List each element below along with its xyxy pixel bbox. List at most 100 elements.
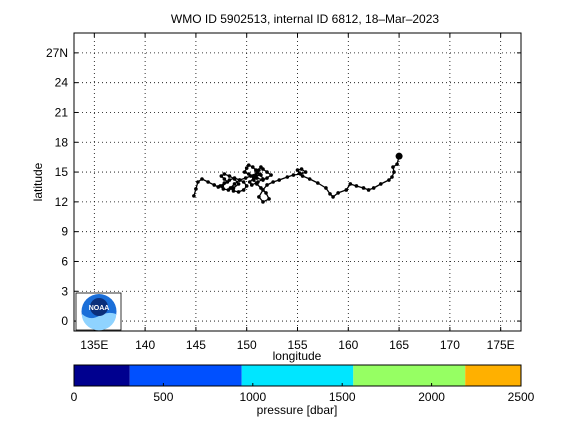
trajectory-point [241, 188, 246, 192]
trajectory-point [379, 182, 383, 186]
trajectory-point [251, 165, 255, 169]
colorbar-segment [241, 365, 354, 386]
chart-title: WMO ID 5902513, internal ID 6812, 18–Mar… [171, 12, 439, 26]
trajectory-point [236, 182, 241, 186]
noaa-logo: NOAA [75, 292, 122, 331]
trajectory-point [221, 187, 226, 191]
trajectory-point [231, 186, 236, 190]
x-tick-label: 175E [487, 338, 515, 352]
trajectory-point [258, 172, 262, 176]
trajectory-point [220, 184, 225, 188]
y-tick-label: 15 [55, 165, 69, 179]
trajectory-point [259, 165, 263, 169]
y-axis-label: latitude [31, 162, 45, 201]
trajectory-point [267, 197, 271, 201]
trajectory-point [222, 177, 227, 181]
trajectory-point [227, 174, 232, 178]
trajectory-point [391, 165, 395, 169]
colorbar-tick-label: 500 [153, 390, 173, 404]
colorbar-segment [129, 365, 242, 386]
trajectory-point [261, 178, 265, 182]
trajectory-point [246, 163, 251, 167]
x-tick-label: 150 [237, 338, 257, 352]
trajectory-point [366, 188, 371, 192]
trajectory-point [361, 186, 366, 190]
x-tick-label: 160 [338, 338, 358, 352]
trajectory-point [257, 168, 261, 172]
trajectory-point [265, 183, 269, 187]
last-position-marker [395, 152, 403, 160]
trajectory-point [255, 176, 259, 180]
trajectory-point [192, 194, 196, 198]
trajectory-point [336, 191, 340, 195]
trajectory-point [390, 175, 394, 179]
y-tick-label: 18 [55, 135, 69, 149]
colorbar-ticks: 0 500 1000 1500 2000 2500 [71, 383, 535, 404]
trajectory-point [291, 173, 296, 177]
x-tick-label: 140 [135, 338, 155, 352]
x-tick-label: 155 [287, 338, 307, 352]
trajectory-point [222, 181, 227, 185]
y-tick-label: 27N [46, 46, 68, 60]
trajectory-point [257, 195, 261, 199]
trajectory-point [237, 178, 242, 182]
colorbar-tick-label: 2000 [418, 390, 445, 404]
trajectory-point [392, 170, 396, 174]
colorbar-tick-label: 2500 [508, 390, 535, 404]
trajectory-point [387, 178, 391, 182]
trajectory-point [242, 170, 247, 174]
trajectory-point [231, 189, 236, 193]
trajectory-point [226, 188, 231, 192]
trajectory-point [232, 182, 237, 186]
trajectory-point [225, 180, 230, 184]
trajectory-point [307, 177, 312, 181]
trajectory-point [259, 186, 263, 190]
trajectory-point [265, 170, 269, 174]
logo-text: NOAA [89, 305, 110, 312]
trajectory-point [244, 184, 249, 188]
trajectory-point [196, 180, 200, 184]
trajectory-point [200, 177, 204, 181]
trajectory-point [344, 188, 349, 192]
trajectory-point [232, 177, 237, 181]
trajectory-point [285, 175, 290, 179]
grid-lines [74, 33, 521, 331]
trajectory-point [236, 190, 241, 194]
trajectory-point [298, 172, 303, 176]
trajectory-point [249, 183, 254, 187]
trajectory-point [299, 167, 304, 171]
trajectory-point [295, 168, 300, 172]
colorbar-frame [73, 364, 522, 387]
trajectory-point [248, 174, 253, 178]
y-tick-label: 0 [61, 314, 68, 328]
y-tick-label: 12 [55, 195, 69, 209]
trajectory-point [254, 168, 258, 172]
trajectory-point [265, 176, 269, 180]
trajectory-point [219, 174, 224, 178]
x-axis-label: longitude [273, 349, 322, 363]
logo-wave [82, 312, 116, 331]
trajectory-point [264, 191, 268, 195]
colorbar-label: pressure [dbar] [257, 403, 338, 417]
x-tick-label: 135E [80, 338, 108, 352]
trajectory-point [256, 180, 260, 184]
x-tick-label: 145 [186, 338, 206, 352]
y-tick-label: 9 [61, 225, 68, 239]
colorbar: 0 500 1000 1500 2000 2500 [71, 364, 535, 404]
x-tick-label: 165 [389, 338, 409, 352]
trajectory-point [206, 180, 210, 184]
trajectory-point [277, 178, 282, 182]
colorbar-tick-label: 1000 [239, 390, 266, 404]
trajectory-point [316, 181, 320, 185]
y-tick-label: 3 [61, 284, 68, 298]
trajectory-point [271, 180, 275, 184]
y-axis: 0 3 6 9 12 15 18 21 24 27N [46, 46, 521, 328]
colorbar-tick-label: 0 [71, 390, 78, 404]
trajectory-point [348, 182, 353, 186]
trajectory-point [303, 170, 308, 174]
colorbar-tick-label: 1500 [329, 390, 356, 404]
trajectory-point [395, 162, 399, 166]
trajectory-point [261, 200, 265, 204]
trajectory-point [244, 166, 249, 170]
trajectory-point [324, 186, 328, 190]
